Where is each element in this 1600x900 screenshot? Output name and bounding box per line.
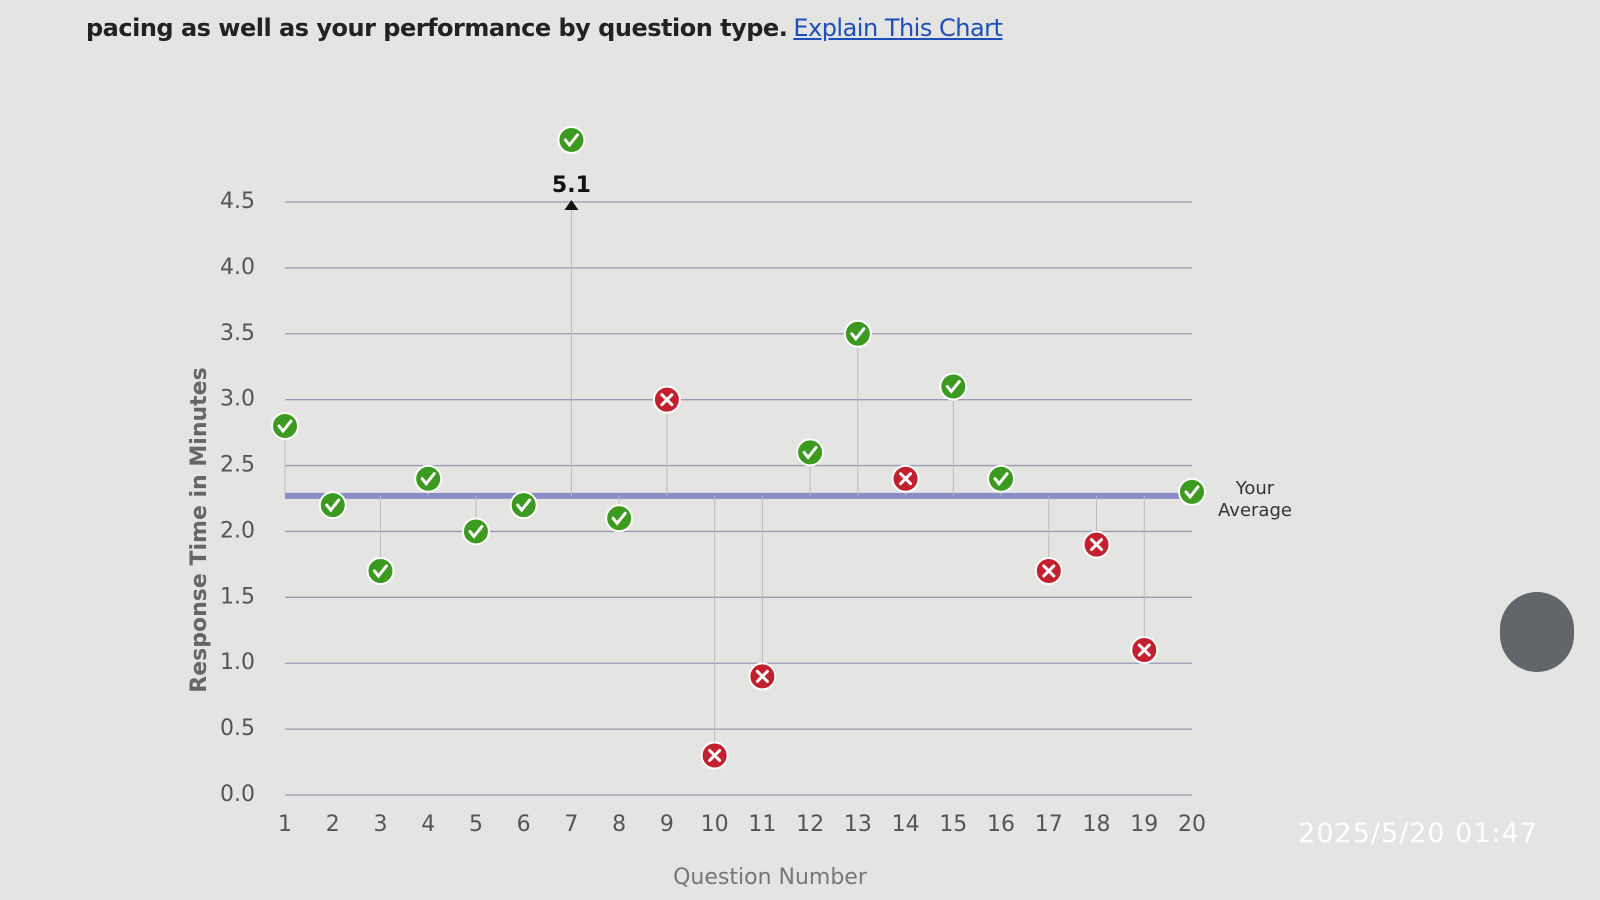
check-icon bbox=[993, 472, 1009, 487]
overflow-label: 5.1 bbox=[552, 173, 591, 198]
point bbox=[1178, 477, 1206, 506]
header-text: pacing as well as your performance by qu… bbox=[86, 14, 788, 42]
x-tick-label: 3 bbox=[373, 812, 387, 837]
point bbox=[509, 491, 538, 520]
y-tick-label: 0.0 bbox=[220, 782, 255, 807]
x-tick-label: 5 bbox=[469, 812, 483, 837]
average-label: Your Average bbox=[1218, 478, 1292, 521]
y-tick-label: 2.0 bbox=[220, 518, 255, 543]
y-tick-label: 3.0 bbox=[220, 387, 255, 412]
x-tick-label: 14 bbox=[892, 812, 920, 837]
cross-icon bbox=[1090, 538, 1104, 552]
y-tick-label: 1.5 bbox=[220, 584, 255, 609]
x-tick-label: 11 bbox=[748, 812, 776, 837]
x-tick-label: 19 bbox=[1130, 812, 1158, 837]
point bbox=[796, 438, 825, 467]
overflow-arrow bbox=[564, 200, 579, 210]
point bbox=[939, 372, 968, 401]
check-icon bbox=[325, 498, 341, 513]
explain-link[interactable]: Explain This Chart bbox=[793, 14, 1003, 42]
x-tick-label: 7 bbox=[564, 812, 578, 837]
header: pacing as well as your performance by qu… bbox=[86, 14, 1003, 42]
cross-icon bbox=[1042, 564, 1056, 578]
x-tick-label: 15 bbox=[939, 812, 967, 837]
x-tick-label: 10 bbox=[701, 812, 729, 837]
x-tick-label: 4 bbox=[421, 812, 435, 837]
y-tick-label: 3.5 bbox=[220, 321, 255, 346]
cross-icon bbox=[660, 393, 674, 407]
x-tick-label: 17 bbox=[1035, 812, 1063, 837]
y-tick-label: 4.5 bbox=[220, 189, 255, 214]
check-icon bbox=[468, 524, 484, 539]
x-tick-label: 13 bbox=[844, 812, 872, 837]
y-tick-label: 4.0 bbox=[220, 255, 255, 280]
x-tick-label: 6 bbox=[517, 812, 531, 837]
cross-icon bbox=[755, 669, 769, 683]
check-icon bbox=[372, 564, 388, 579]
check-icon bbox=[850, 327, 866, 342]
cross-icon bbox=[1137, 643, 1151, 657]
x-tick-label: 8 bbox=[612, 812, 626, 837]
point bbox=[461, 517, 490, 546]
check-icon bbox=[611, 511, 627, 526]
x-tick-label: 12 bbox=[796, 812, 824, 837]
timestamp: 2025/5/20 01:47 bbox=[1298, 818, 1538, 849]
point bbox=[414, 464, 443, 493]
check-icon bbox=[1184, 485, 1200, 500]
y-tick-label: 0.5 bbox=[220, 716, 255, 741]
check-icon bbox=[277, 419, 293, 434]
point bbox=[271, 412, 299, 441]
point bbox=[843, 319, 872, 348]
x-tick-label: 1 bbox=[278, 812, 292, 837]
y-axis-label: Response Time in Minutes bbox=[187, 367, 212, 692]
check-icon bbox=[802, 445, 818, 460]
point bbox=[605, 504, 634, 533]
point bbox=[366, 556, 395, 585]
check-icon bbox=[420, 472, 436, 487]
x-tick-label: 9 bbox=[660, 812, 674, 837]
point bbox=[557, 126, 586, 154]
check-icon bbox=[945, 379, 961, 394]
cross-icon bbox=[708, 748, 722, 762]
x-axis-label: Question Number bbox=[673, 865, 868, 890]
cross-icon bbox=[899, 472, 913, 486]
x-tick-label: 20 bbox=[1178, 812, 1206, 837]
check-icon bbox=[516, 498, 532, 513]
point bbox=[318, 491, 347, 520]
x-tick-label: 18 bbox=[1083, 812, 1111, 837]
check-icon bbox=[563, 133, 579, 148]
point bbox=[987, 464, 1016, 493]
x-tick-label: 2 bbox=[326, 812, 340, 837]
y-tick-label: 2.5 bbox=[220, 453, 255, 478]
scroll-top-button[interactable] bbox=[1500, 592, 1574, 672]
y-tick-label: 1.0 bbox=[220, 650, 255, 675]
x-tick-label: 16 bbox=[987, 812, 1015, 837]
